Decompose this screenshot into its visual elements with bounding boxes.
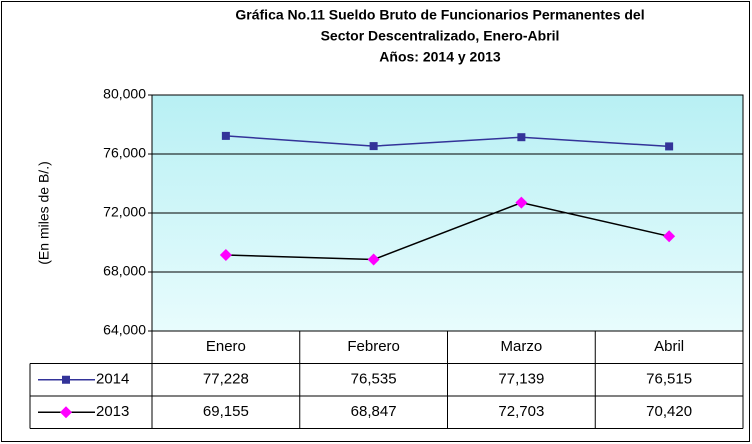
chart-title: Años: 2014 y 2013 bbox=[379, 49, 501, 65]
legend-label: 2013 bbox=[96, 403, 129, 420]
table-value: 68,847 bbox=[351, 403, 397, 420]
table-value: 77,139 bbox=[498, 371, 544, 388]
table-value: 70,420 bbox=[646, 403, 692, 420]
data-point bbox=[367, 253, 380, 266]
series-line bbox=[225, 201, 670, 261]
x-tick-label: Marzo bbox=[501, 338, 543, 355]
legend-marker bbox=[60, 406, 72, 419]
data-point bbox=[663, 230, 676, 243]
table-value: 76,535 bbox=[351, 371, 397, 388]
y-tick-label: 80,000 bbox=[103, 86, 146, 102]
y-tick-label: 64,000 bbox=[103, 322, 146, 338]
chart-title: Sector Descentralizado, Enero-Abril bbox=[321, 28, 560, 44]
x-tick-label: Febrero bbox=[347, 338, 400, 355]
table-value: 72,703 bbox=[498, 403, 544, 420]
x-tick-label: Abril bbox=[654, 338, 684, 355]
data-point bbox=[665, 142, 674, 151]
y-tick-label: 68,000 bbox=[103, 263, 146, 279]
data-point bbox=[219, 248, 232, 261]
y-tick-label: 72,000 bbox=[103, 204, 146, 220]
data-point bbox=[221, 131, 230, 140]
table-value: 77,228 bbox=[203, 371, 249, 388]
table-value: 69,155 bbox=[203, 403, 249, 420]
data-point bbox=[515, 196, 528, 209]
y-axis-label: (En miles de B/.) bbox=[36, 161, 52, 264]
data-point bbox=[517, 133, 526, 142]
data-point bbox=[369, 142, 378, 151]
legend-label: 2014 bbox=[96, 371, 129, 388]
series-line bbox=[225, 135, 670, 148]
y-tick-label: 76,000 bbox=[103, 145, 146, 161]
chart-title: Gráfica No.11 Sueldo Bruto de Funcionari… bbox=[235, 7, 644, 23]
x-tick-label: Enero bbox=[206, 338, 246, 355]
table-value: 76,515 bbox=[646, 371, 692, 388]
legend-marker bbox=[62, 375, 70, 384]
